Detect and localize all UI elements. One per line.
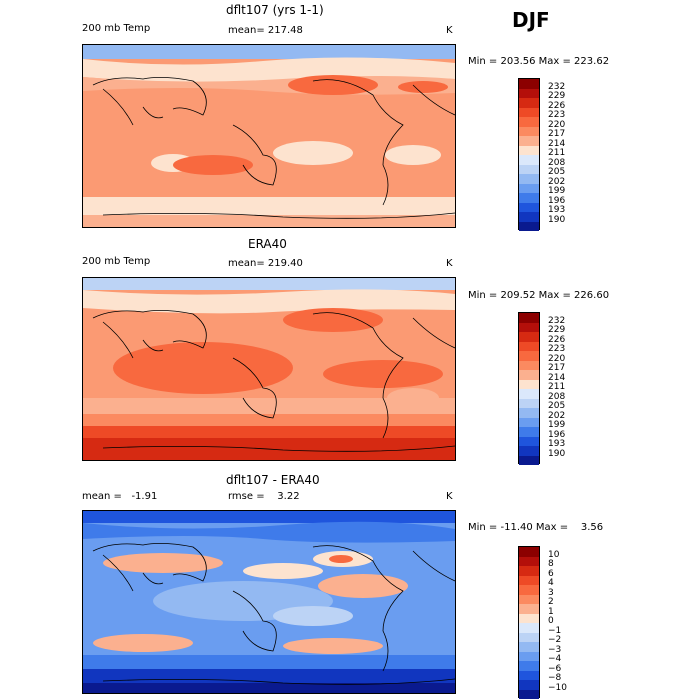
- panel2-variable: 200 mb Temp: [82, 256, 151, 267]
- panel3-colorbar: [518, 546, 540, 699]
- panel1-cbar-tick: 205: [548, 167, 566, 177]
- panel1-cbar-tick: 220: [548, 120, 566, 130]
- panel1-cbar-tick: 226: [548, 101, 566, 111]
- panel1-units: K: [446, 25, 453, 36]
- panel2-mean: mean= 219.40: [228, 258, 303, 269]
- panel3-cbar-tick: −6: [548, 664, 562, 674]
- panel1-cbar-tick: 211: [548, 148, 566, 158]
- panel3-map: [82, 510, 456, 694]
- panel3-units: K: [446, 491, 453, 502]
- panel1-cbar-tick: 193: [548, 205, 566, 215]
- panel3-cbar-tick: 2: [548, 597, 554, 607]
- panel1-minmax: Min = 203.56 Max = 223.62: [468, 56, 610, 67]
- panel3-cbar-tick: 1: [548, 607, 554, 617]
- panel2-colorbar: [518, 312, 540, 465]
- panel1-cbar-tick: 196: [548, 196, 566, 206]
- panel3-cbar-tick: −1: [548, 626, 562, 636]
- panel1-cbar-tick: 229: [548, 91, 566, 101]
- panel1-variable: 200 mb Temp: [82, 23, 151, 34]
- panel2-cbar-tick: 226: [548, 335, 566, 345]
- panel2-cbar-tick: 223: [548, 344, 566, 354]
- panel3-cbar-tick: −10: [548, 683, 567, 693]
- panel1-map: [82, 44, 456, 228]
- panel2-title: ERA40: [248, 237, 287, 251]
- panel1-title: dflt107 (yrs 1-1): [226, 3, 324, 17]
- panel1-cbar-tick: 223: [548, 110, 566, 120]
- panel1-colorbar: [518, 78, 540, 231]
- panel2-cbar-tick: 220: [548, 354, 566, 364]
- panel2-minmax: Min = 209.52 Max = 226.60: [468, 290, 610, 301]
- panel3-title: dflt107 - ERA40: [226, 473, 320, 487]
- season-label: DJF: [512, 8, 550, 32]
- panel3-cbar-tick: −2: [548, 635, 562, 645]
- panel3-rmse: rmse = 3.22: [228, 491, 300, 502]
- panel3-cbar-tick: −4: [548, 654, 562, 664]
- panel1-cbar-tick: 202: [548, 177, 566, 187]
- panel3-mean: mean = -1.91: [82, 491, 158, 502]
- panel1-cbar-tick: 199: [548, 186, 566, 196]
- panel2-cbar-tick: 193: [548, 439, 566, 449]
- panel3-cbar-tick: 3: [548, 588, 554, 598]
- panel2-cbar-tick: 199: [548, 420, 566, 430]
- panel2-cbar-tick: 217: [548, 363, 566, 373]
- panel3-cbar-tick: 10: [548, 550, 560, 560]
- panel2-map: [82, 277, 456, 461]
- panel2-cbar-tick: 202: [548, 411, 566, 421]
- panel3-cbar-tick: 4: [548, 578, 554, 588]
- panel2-cbar-tick: 196: [548, 430, 566, 440]
- panel1-cbar-tick: 232: [548, 82, 566, 92]
- panel3-cbar-tick: −8: [548, 673, 562, 683]
- panel2-cbar-tick: 229: [548, 325, 566, 335]
- panel2-cbar-tick: 211: [548, 382, 566, 392]
- panel2-cbar-tick: 190: [548, 449, 566, 459]
- panel2-cbar-tick: 208: [548, 392, 566, 402]
- panel1-cbar-tick: 214: [548, 139, 566, 149]
- panel3-cbar-tick: −3: [548, 645, 562, 655]
- panel1-cbar-tick: 190: [548, 215, 566, 225]
- panel3-cbar-tick: 0: [548, 616, 554, 626]
- panel1-mean: mean= 217.48: [228, 25, 303, 36]
- panel3-cbar-tick: 8: [548, 559, 554, 569]
- panel3-cbar-tick: 6: [548, 569, 554, 579]
- panel2-cbar-tick: 232: [548, 316, 566, 326]
- panel1-cbar-tick: 217: [548, 129, 566, 139]
- panel1-cbar-tick: 208: [548, 158, 566, 168]
- panel3-minmax: Min = -11.40 Max = 3.56: [468, 522, 604, 533]
- panel2-units: K: [446, 258, 453, 269]
- panel2-cbar-tick: 214: [548, 373, 566, 383]
- panel2-cbar-tick: 205: [548, 401, 566, 411]
